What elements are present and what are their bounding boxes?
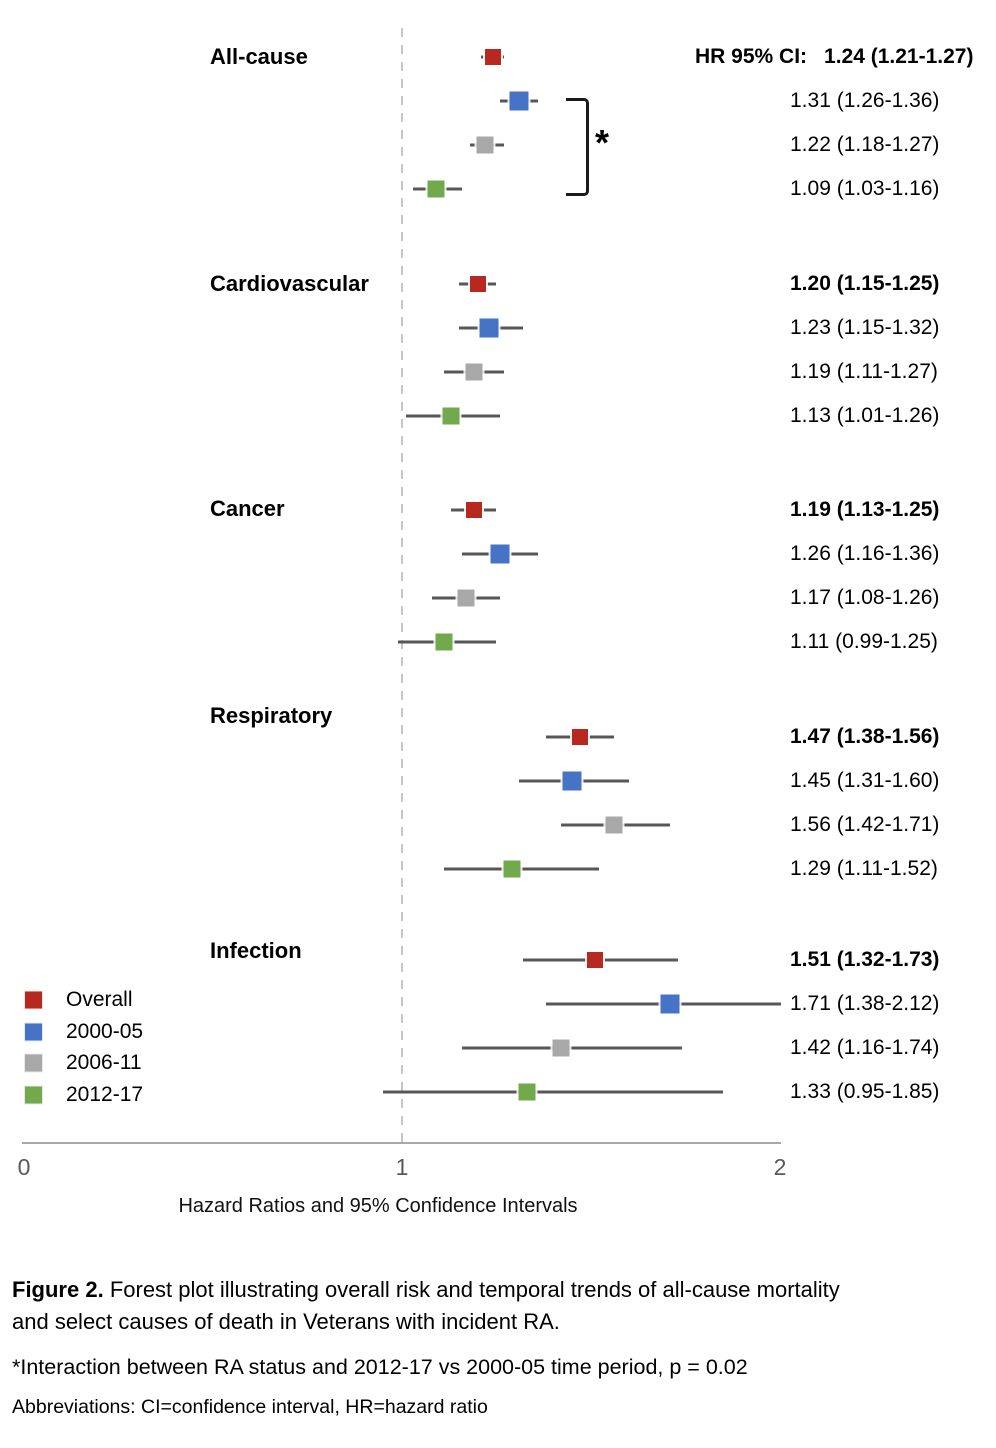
hr-ci-header-label: HR 95% CI: [695, 45, 808, 68]
reference-line-hr1 [401, 28, 403, 1143]
x-axis-tick: 0 [17, 1154, 31, 1180]
caption-line2: and select causes of death in Veterans w… [12, 1309, 560, 1334]
interaction-bracket [566, 98, 589, 196]
marker-2006-11 [552, 1039, 570, 1057]
legend-swatch-2006-11 [25, 1054, 42, 1072]
marker-overall [484, 49, 501, 65]
hr-ci-value: 1.47 (1.38-1.56) [790, 725, 940, 748]
hr-ci-value: 1.19 (1.11-1.27) [790, 360, 938, 383]
interaction-asterisk: * [595, 122, 610, 163]
legend-swatch-2012-17 [25, 1086, 42, 1103]
legend-swatch-2000-05 [25, 1023, 42, 1040]
marker-2012-17 [442, 407, 460, 425]
hr-ci-value: 1.09 (1.03-1.16) [790, 177, 940, 200]
hr-ci-value: 1.19 (1.13-1.25) [790, 498, 940, 521]
marker-2012-17 [503, 860, 521, 878]
marker-2006-11 [465, 363, 483, 381]
marker-2000-05 [479, 318, 499, 338]
hr-ci-value: HR 95% CI: 1.24 (1.21-1.27) [695, 45, 973, 69]
hr-ci-value: 1.31 (1.26-1.36) [790, 89, 940, 112]
hr-ci-value: 1.11 (0.99-1.25) [790, 630, 938, 653]
hr-ci-header-value: 1.24 (1.21-1.27) [824, 45, 974, 68]
marker-2012-17 [435, 633, 453, 651]
hr-ci-value: 1.56 (1.42-1.71) [790, 813, 940, 836]
figure-caption: Figure 2. Forest plot illustrating overa… [12, 1274, 984, 1419]
hr-ci-value: 1.20 (1.15-1.25) [790, 272, 940, 295]
figure-label: Figure 2. [12, 1277, 104, 1302]
marker-2006-11 [476, 136, 494, 154]
marker-2006-11 [605, 816, 623, 834]
marker-2000-05 [562, 771, 582, 791]
category-label: Cardiovascular [210, 271, 369, 296]
marker-overall [465, 502, 482, 518]
hr-ci-value: 1.42 (1.16-1.74) [790, 1036, 940, 1059]
marker-2000-05 [660, 994, 680, 1014]
hr-ci-value: 1.13 (1.01-1.26) [790, 404, 940, 427]
hr-ci-value: 1.71 (1.38-2.12) [790, 992, 940, 1015]
ci-line [462, 1046, 682, 1050]
legend-label: 2012-17 [66, 1082, 144, 1106]
marker-2012-17 [518, 1083, 536, 1101]
caption-text: Figure 2. Forest plot illustrating overa… [12, 1274, 984, 1338]
marker-2000-05 [509, 91, 529, 111]
ci-line [443, 867, 599, 871]
x-axis [22, 1142, 781, 1144]
hr-ci-value: 1.45 (1.31-1.60) [790, 769, 940, 792]
category-label: Cancer [210, 496, 285, 521]
marker-2006-11 [457, 589, 475, 607]
x-axis-tick: 2 [773, 1154, 787, 1180]
x-axis-tick: 1 [395, 1154, 409, 1180]
marker-2012-17 [427, 180, 445, 198]
hr-ci-value: 1.26 (1.16-1.36) [790, 542, 940, 565]
interaction-footnote: *Interaction between RA status and 2012-… [12, 1355, 748, 1379]
category-label: Infection [210, 938, 302, 963]
hr-ci-value: 1.51 (1.32-1.73) [790, 948, 940, 971]
marker-2000-05 [490, 544, 510, 564]
hr-ci-value: 1.22 (1.18-1.27) [790, 133, 940, 156]
category-label: Respiratory [210, 703, 333, 728]
marker-overall [571, 729, 588, 745]
legend-swatch-overall [25, 991, 42, 1009]
marker-overall [586, 952, 603, 968]
legend-label: 2006-11 [66, 1051, 142, 1074]
legend-label: 2000-05 [66, 1019, 144, 1043]
hr-ci-value: 1.29 (1.11-1.52) [790, 857, 938, 880]
marker-overall [469, 276, 486, 292]
hr-ci-value: 1.23 (1.15-1.32) [790, 316, 940, 339]
abbreviations-note: Abbreviations: CI=confidence interval, H… [12, 1396, 488, 1418]
x-axis-title: Hazard Ratios and 95% Confidence Interva… [178, 1195, 578, 1217]
hr-ci-value: 1.33 (0.95-1.85) [790, 1080, 940, 1103]
legend-label: Overall [66, 988, 133, 1011]
hr-ci-value: 1.17 (1.08-1.26) [790, 586, 940, 609]
ci-line [383, 1090, 724, 1094]
category-label: All-cause [210, 44, 308, 69]
caption-line1: Forest plot illustrating overall risk an… [109, 1277, 840, 1302]
